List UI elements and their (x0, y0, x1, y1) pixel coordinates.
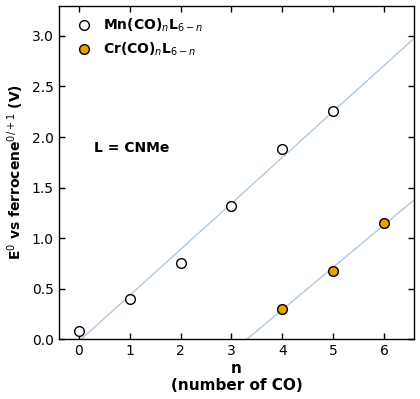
Legend: Mn(CO)$_n$L$_{6-n}$, Cr(CO)$_n$L$_{6-n}$: Mn(CO)$_n$L$_{6-n}$, Cr(CO)$_n$L$_{6-n}$ (66, 12, 207, 63)
Point (177, 259, 184, 266)
Point (126, 296, 133, 302)
Point (279, 306, 286, 312)
Point (330, 108, 336, 114)
Point (228, 203, 235, 209)
Point (330, 267, 336, 274)
Text: L = CNMe: L = CNMe (94, 141, 170, 155)
Point (279, 146, 286, 152)
Point (228, 348, 235, 355)
Point (76, 328, 82, 334)
Y-axis label: E$^0$ vs ferrocene$^{0/+1}$ (V): E$^0$ vs ferrocene$^{0/+1}$ (V) (5, 85, 26, 261)
X-axis label: n
(number of CO): n (number of CO) (171, 361, 302, 393)
Point (381, 220, 387, 226)
